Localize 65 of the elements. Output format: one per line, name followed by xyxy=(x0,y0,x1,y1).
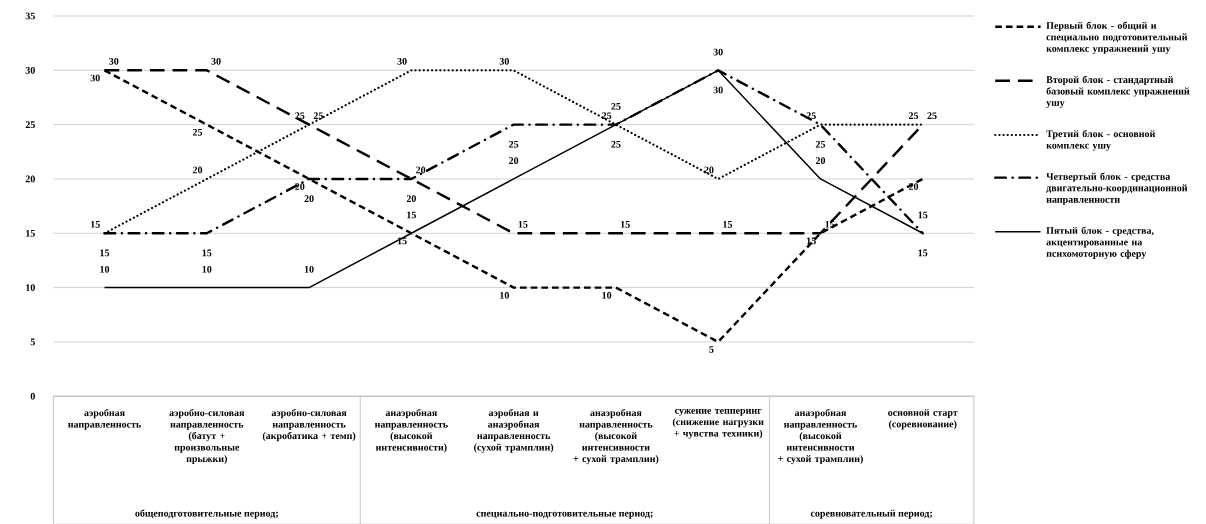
data-label: 15 xyxy=(407,211,416,219)
data-label: 10 xyxy=(602,291,612,299)
x-tick-label: сужение тепперинг (снижение нагрузки + чувства техники) xyxy=(672,408,764,439)
data-label: 25 xyxy=(815,140,826,148)
text: специально-подготовительные период; xyxy=(476,511,653,519)
x-tick-label: анаэробная направленность (высокой интенсивности + сухой трамплин) xyxy=(573,408,659,464)
data-label: 20 xyxy=(304,195,314,202)
y-tick-label: 30 xyxy=(25,66,35,74)
data-label: 20 xyxy=(509,157,519,164)
data-label: 20 xyxy=(295,183,305,190)
data-label: 15 xyxy=(518,220,528,228)
legend-label: Третий блок - основной комплекс ушу xyxy=(1046,129,1156,151)
data-label: 25 xyxy=(611,140,621,148)
data-label: 25 xyxy=(602,112,612,119)
data-label: 15 xyxy=(620,220,630,228)
legend-label: Второй блок - стандартный базовый комплекс упражнений ушу xyxy=(1046,75,1190,108)
data-label: 15 xyxy=(202,249,212,257)
data-label: 15 xyxy=(723,220,733,228)
data-label: 10 xyxy=(500,291,509,299)
x-tick-label: анаэробная направленность (высокой интенсивности + сухой трамплин) xyxy=(778,408,863,464)
data-label: 30 xyxy=(90,74,100,82)
data-label: 10 xyxy=(100,265,110,273)
y-tick-label: 25 xyxy=(25,121,35,128)
data-label: 25 xyxy=(611,102,621,110)
data-label: 25 xyxy=(313,112,323,119)
x-tick-label: аэробно-силовая направленность (батут + произвольные прыжки) xyxy=(169,408,245,464)
data-label: 30 xyxy=(211,57,221,65)
data-label: 25 xyxy=(927,112,937,119)
data-label: 20 xyxy=(416,166,426,174)
legend-label: Пятый блок - средства, акцентированные на психомоторную сферу xyxy=(1046,226,1154,259)
x-tick-label: аэробно-силовая направленность (акробатика + темп) xyxy=(262,408,356,442)
data-label: 30 xyxy=(713,48,723,56)
text: общеподготовительные период; xyxy=(135,509,278,519)
data-label: 5 xyxy=(709,346,714,353)
data-label: 25 xyxy=(192,128,203,136)
data-label: 15 xyxy=(100,249,110,257)
data-label: 30 xyxy=(397,57,407,65)
data-label: 15 xyxy=(918,249,928,257)
x-tick-label: аэробная направленность xyxy=(68,408,141,430)
text: соревновательный период; xyxy=(810,509,932,519)
x-tick-label: аэробная и анаэробная направленность (сухой трамплин) xyxy=(474,408,554,453)
y-tick-label: 20 xyxy=(25,175,35,183)
data-label: 10 xyxy=(202,265,212,273)
data-label: 30 xyxy=(109,57,119,65)
y-tick-label: 5 xyxy=(30,338,35,346)
data-label: 25 xyxy=(509,140,519,148)
x-tick-label: анаэробная направленность (высокой интенсивности) xyxy=(374,408,448,453)
legend-label: Первый блок - общий и специально подготовительный комплекс упражнений ушу xyxy=(1046,21,1188,54)
data-label: 30 xyxy=(499,57,509,65)
legend-label: Четвертый блок - средства двигательно-координационной направленности xyxy=(1046,172,1188,205)
data-label: 20 xyxy=(815,157,826,164)
data-label: 20 xyxy=(704,166,714,174)
data-label: 15 xyxy=(91,220,100,228)
data-label: 15 xyxy=(806,237,816,245)
y-tick-label: 35 xyxy=(25,12,35,20)
data-label: 10 xyxy=(304,265,314,273)
data-label: 25 xyxy=(908,112,919,119)
x-tick-label: основной старт (соревнование) xyxy=(888,408,958,430)
data-label: 15 xyxy=(918,211,928,219)
y-tick-label: 0 xyxy=(30,392,35,400)
y-tick-label: 10 xyxy=(26,284,35,291)
data-label: 20 xyxy=(406,195,416,202)
data-label: 30 xyxy=(713,86,723,94)
y-tick-label: 15 xyxy=(26,229,35,237)
data-label: 20 xyxy=(192,166,203,174)
